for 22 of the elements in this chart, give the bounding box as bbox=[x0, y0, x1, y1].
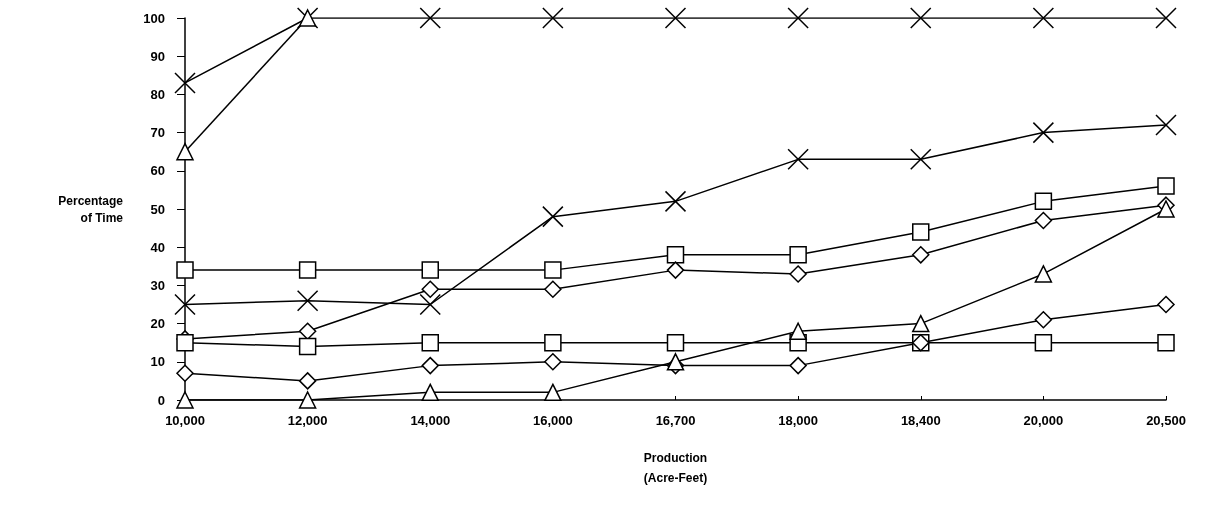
x-tick-label: 16,000 bbox=[532, 413, 573, 428]
y-tick-label: 40 bbox=[150, 239, 165, 255]
x-tick-label: 12,000 bbox=[287, 413, 328, 428]
y-tick-label: 50 bbox=[150, 201, 165, 217]
x-tick-label: 20,500 bbox=[1146, 413, 1186, 428]
y-tick-label: 100 bbox=[143, 10, 165, 26]
y-axis-title: Percentage of Time bbox=[58, 193, 124, 225]
x-tick-label: 10,000 bbox=[165, 413, 205, 428]
y-tick-label: 70 bbox=[150, 125, 165, 141]
y-tick-label: 80 bbox=[150, 86, 165, 102]
y-tick-label: 10 bbox=[150, 354, 165, 370]
x-tick-label: 18,000 bbox=[778, 413, 819, 428]
x-tick-label: 18,400 bbox=[900, 413, 941, 428]
y-tick-label: 20 bbox=[150, 316, 165, 332]
y-tick-label: 60 bbox=[150, 163, 165, 179]
x-axis-title: Production (Acre-Feet) bbox=[643, 451, 708, 485]
y-tick-label: 30 bbox=[150, 277, 165, 293]
y-tick-label: 90 bbox=[150, 48, 165, 64]
x-tick-label: 16,700 bbox=[655, 413, 696, 428]
x-tick-label: 14,000 bbox=[410, 413, 451, 428]
x-tick-label: 20,000 bbox=[1023, 413, 1064, 428]
y-tick-label: 0 bbox=[157, 392, 165, 408]
